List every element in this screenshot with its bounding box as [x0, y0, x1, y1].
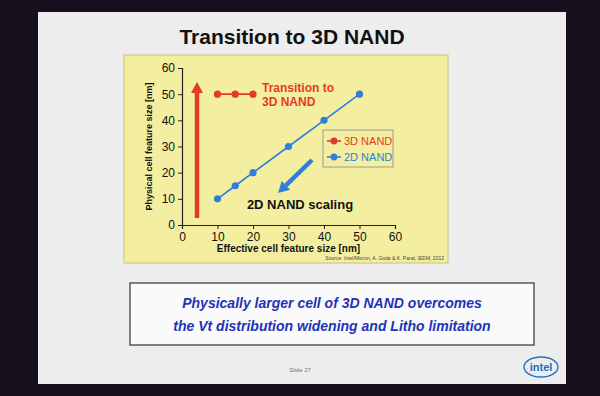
y-tick: 50 — [162, 88, 182, 102]
y-tick-mark — [178, 94, 182, 95]
transition-arrow — [191, 82, 203, 218]
legend-marker — [331, 138, 338, 145]
logo: intel — [530, 361, 553, 373]
legend: 3D NAND 2D NAND — [323, 130, 393, 167]
x-tick-mark — [253, 225, 254, 229]
x-tick-label: 0 — [179, 230, 186, 244]
x-tick: 0 — [179, 225, 186, 244]
y-tick-mark — [178, 173, 182, 174]
series-point — [356, 91, 363, 98]
scaling-arrow — [278, 160, 312, 193]
series-point — [232, 182, 239, 189]
series-point — [214, 195, 221, 202]
y-tick: 20 — [162, 166, 182, 180]
x-axis-title: Effective cell feature size [nm] — [217, 243, 360, 254]
background — [0, 0, 600, 396]
series-point — [232, 91, 239, 98]
x-tick-label: 20 — [247, 230, 261, 244]
scaling-arrow-head — [278, 181, 290, 193]
y-tick-mark — [178, 199, 182, 200]
series-point — [249, 169, 256, 176]
slide-photo: Transition to 3D NAND 0 10 20 30 40 50 60 0 10 20 3… — [0, 0, 600, 396]
x-tick-mark — [395, 225, 396, 229]
x-tick: 10 — [211, 225, 225, 244]
y-tick-label: 30 — [162, 140, 176, 154]
y-tick: 0 — [168, 218, 182, 232]
chart-panel — [124, 55, 448, 263]
y-axis: 0 10 20 30 40 50 60 — [162, 61, 183, 232]
slide-number: Slide 27 — [289, 367, 311, 373]
x-tick-label: 50 — [353, 230, 367, 244]
x-tick-mark — [218, 225, 219, 229]
x-tick: 20 — [247, 225, 261, 244]
y-tick-mark — [178, 120, 182, 121]
y-tick-label: 50 — [162, 88, 176, 102]
x-tick-label: 40 — [318, 230, 332, 244]
y-axis-title: Physical cell feature size [nm] — [144, 82, 154, 210]
y-tick-label: 0 — [168, 218, 175, 232]
legend-label: 2D NAND — [344, 151, 392, 163]
x-tick-label: 60 — [389, 230, 403, 244]
y-tick: 60 — [162, 61, 182, 75]
message-box — [130, 283, 534, 345]
y-tick-mark — [178, 147, 182, 148]
logo-ring — [524, 357, 558, 377]
legend-label: 3D NAND — [344, 135, 392, 147]
source-note: Source: Intel/Micron, A. Goda & K. Parat… — [325, 255, 444, 261]
y-tick-mark — [178, 225, 182, 226]
y-tick-mark — [178, 68, 182, 69]
x-tick: 30 — [282, 225, 296, 244]
transition-arrow-shaft — [195, 93, 200, 218]
x-axis-line — [183, 226, 396, 230]
annotation: 3D NAND — [262, 95, 316, 109]
x-tick: 50 — [353, 225, 367, 244]
scaling-arrow-shaft — [286, 160, 312, 185]
transition-arrow-head — [191, 82, 203, 93]
x-tick: 60 — [389, 225, 403, 244]
series-point — [285, 143, 292, 150]
message-line: the Vt distribution widening and Litho l… — [173, 318, 490, 334]
y-tick: 30 — [162, 140, 182, 154]
series-point — [320, 117, 327, 124]
y-tick-label: 40 — [162, 114, 176, 128]
y-tick-label: 20 — [162, 166, 176, 180]
x-tick-label: 10 — [211, 230, 225, 244]
legend-marker — [331, 154, 338, 161]
title: Transition to 3D NAND — [179, 25, 404, 48]
annotation: Transition to — [262, 81, 334, 95]
x-tick-mark — [324, 225, 325, 229]
slide — [38, 12, 566, 384]
y-axis-line — [178, 69, 183, 226]
x-tick-mark — [360, 225, 361, 229]
x-tick-mark — [289, 225, 290, 229]
series-point — [214, 91, 221, 98]
annotation: 2D NAND scaling — [247, 197, 353, 212]
x-axis: 0 10 20 30 40 50 60 — [179, 225, 402, 244]
x-tick: 40 — [318, 225, 332, 244]
legend-box — [323, 130, 393, 167]
y-tick: 40 — [162, 114, 182, 128]
y-tick: 10 — [162, 192, 182, 206]
y-tick-label: 10 — [162, 192, 176, 206]
series-point — [249, 91, 256, 98]
y-tick-label: 60 — [162, 61, 176, 75]
x-tick-label: 30 — [282, 230, 296, 244]
message-line: Physically larger cell of 3D NAND overco… — [182, 295, 482, 311]
